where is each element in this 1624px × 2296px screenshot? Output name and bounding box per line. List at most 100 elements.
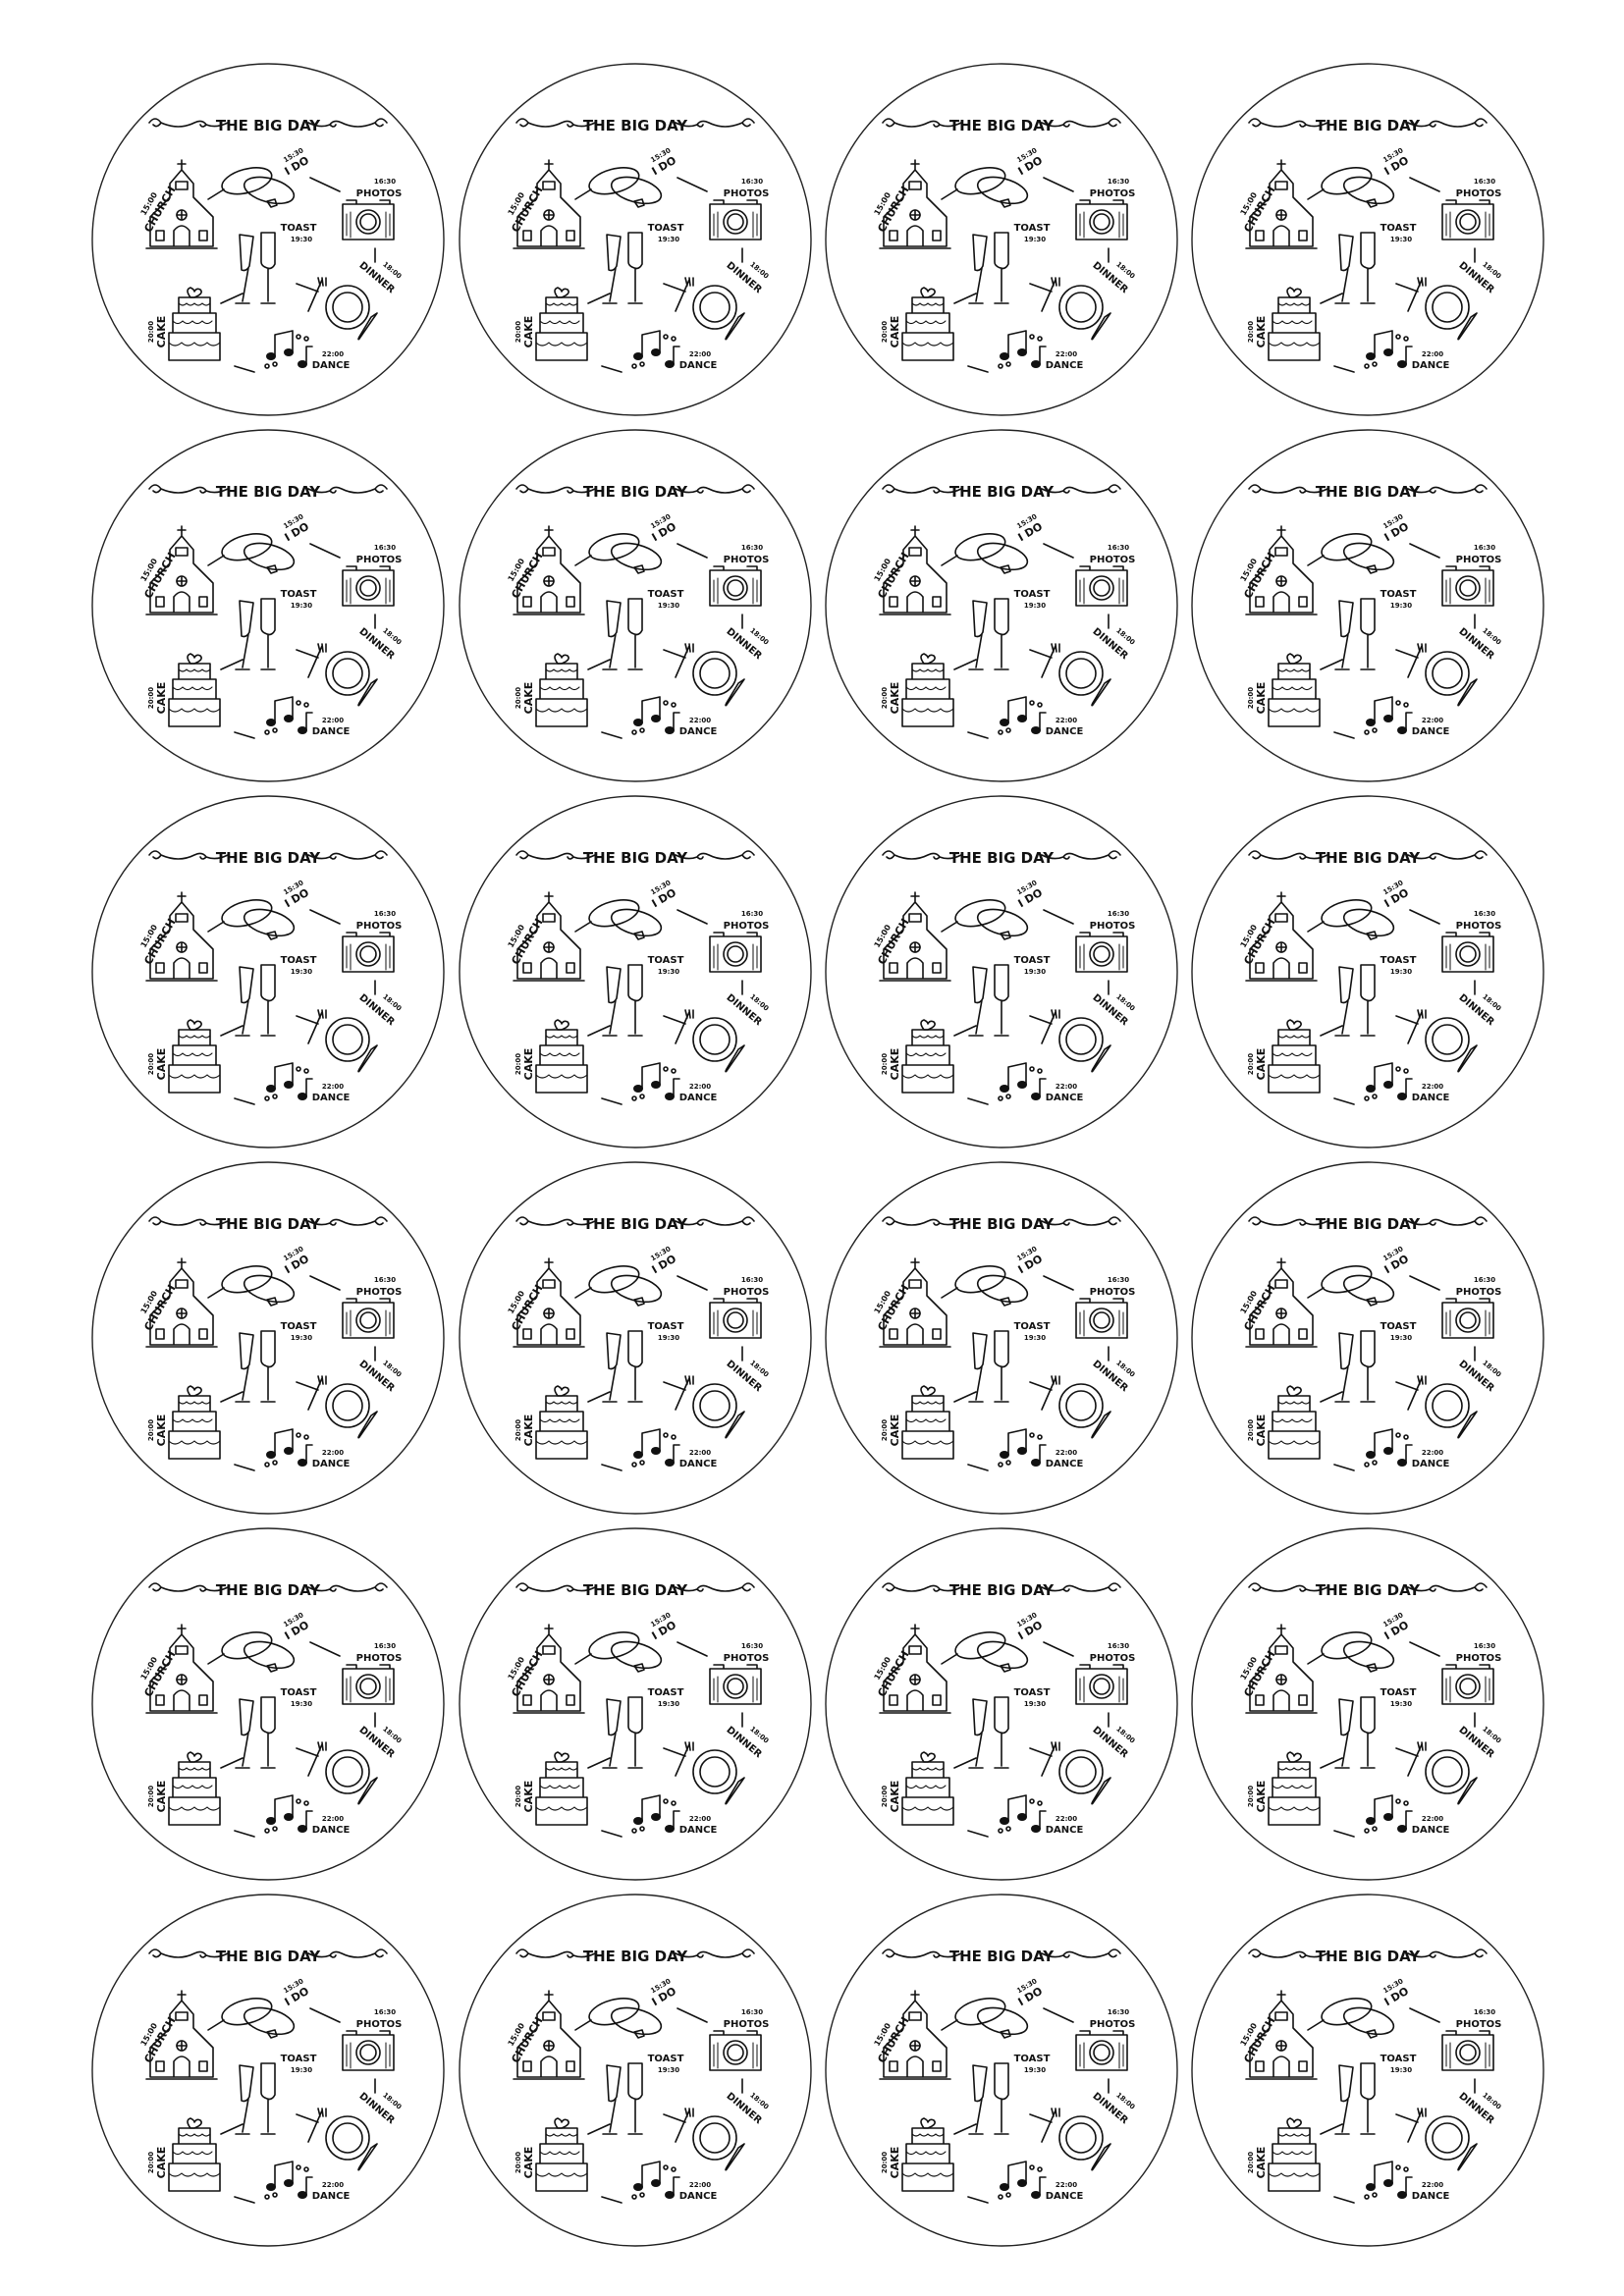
camera-icon [1441, 199, 1494, 240]
cake-label: CAKE [155, 2147, 168, 2179]
sticker-art: THE BIG DAY 15:00 CHURCH 15:30 I DO 16:3… [459, 1161, 812, 1515]
plate-cutlery-icon [675, 643, 745, 707]
sticker-art: THE BIG DAY 15:00 CHURCH 15:30 I DO 16:3… [91, 429, 445, 782]
sticker-art: THE BIG DAY 15:00 CHURCH 15:30 I DO 16:3… [91, 1894, 445, 2247]
path-connectors [941, 543, 1110, 739]
sticker-title: THE BIG DAY [949, 849, 1055, 867]
rings-icon [221, 533, 296, 574]
toast-time: 19:30 [1024, 968, 1046, 976]
plate-cutlery-icon [1041, 277, 1111, 341]
dance-time: 22:00 [1422, 1083, 1443, 1091]
toast-label: TOAST [1380, 589, 1417, 600]
camera-icon [342, 565, 395, 607]
path-connectors [207, 2007, 376, 2204]
sticker-title: THE BIG DAY [1316, 117, 1421, 134]
plate-cutlery-icon [675, 2108, 745, 2171]
toast-time: 19:30 [1390, 968, 1412, 976]
sticker-art: THE BIG DAY 15:00 CHURCH 15:30 I DO 16:3… [825, 63, 1178, 416]
toast-time: 19:30 [1024, 236, 1046, 243]
toast-label: TOAST [1380, 1321, 1417, 1332]
dance-time: 22:00 [322, 1449, 344, 1457]
photos-time: 16:30 [1108, 544, 1129, 552]
dance-label: DANCE [679, 1093, 718, 1103]
path-connectors [941, 1275, 1110, 1471]
music-notes-icon [631, 2161, 680, 2200]
church-icon [1245, 159, 1318, 249]
photos-time: 16:30 [1474, 2008, 1495, 2016]
swirl-left-icon [515, 1949, 596, 1958]
toast-label: TOAST [281, 955, 317, 966]
cake-time: 20:00 [147, 1786, 155, 1807]
photos-time: 16:30 [1474, 1642, 1495, 1650]
swirl-left-icon [882, 1216, 962, 1226]
sticker-title: THE BIG DAY [949, 1215, 1055, 1233]
photos-label: PHOTOS [356, 188, 403, 199]
sticker-r2-c3: THE BIG DAY 15:00 CHURCH 15:30 I DO 16:3… [824, 428, 1179, 783]
toast-label: TOAST [1014, 589, 1051, 600]
swirl-right-icon [307, 118, 388, 128]
music-notes-icon [998, 1794, 1047, 1834]
plate-cutlery-icon [1407, 1741, 1478, 1805]
plate-cutlery-icon [1407, 643, 1478, 707]
church-icon [513, 1624, 585, 1714]
photos-label: PHOTOS [1090, 1653, 1136, 1664]
toast-label: TOAST [648, 223, 684, 234]
wedding-cake-icon [901, 287, 954, 361]
sticker-title: THE BIG DAY [583, 483, 688, 501]
music-notes-icon [264, 1062, 313, 1101]
photos-label: PHOTOS [724, 1653, 770, 1664]
plate-cutlery-icon [1041, 643, 1111, 707]
sticker-title: THE BIG DAY [216, 1581, 321, 1599]
champagne-glasses-icon [235, 1330, 276, 1403]
wedding-cake-icon [1268, 653, 1321, 727]
church-icon [513, 1990, 585, 2080]
toast-time: 19:30 [1390, 236, 1412, 243]
champagne-glasses-icon [602, 964, 643, 1037]
swirl-right-icon [307, 1216, 388, 1226]
wedding-cake-icon [1268, 287, 1321, 361]
path-connectors [207, 1641, 376, 1838]
dance-label: DANCE [1412, 1459, 1450, 1469]
toast-label: TOAST [648, 955, 684, 966]
photos-time: 16:30 [741, 910, 763, 918]
church-icon [145, 1990, 218, 2080]
photos-time: 16:30 [374, 910, 396, 918]
wedding-cake-icon [901, 653, 954, 727]
photos-time: 16:30 [741, 1276, 763, 1284]
church-icon [1245, 1990, 1318, 2080]
photos-label: PHOTOS [1090, 2019, 1136, 2030]
plate-cutlery-icon [1041, 1375, 1111, 1439]
toast-time: 19:30 [658, 602, 679, 610]
sticker-r2-c4: THE BIG DAY 15:00 CHURCH 15:30 I DO 16:3… [1190, 428, 1545, 783]
wedding-cake-icon [901, 1751, 954, 1826]
swirl-left-icon [515, 850, 596, 860]
camera-icon [1075, 1664, 1128, 1705]
church-icon [879, 891, 951, 982]
sticker-r5-c1: THE BIG DAY 15:00 CHURCH 15:30 I DO 16:3… [90, 1526, 446, 1882]
dance-label: DANCE [1412, 2191, 1450, 2202]
camera-icon [1441, 932, 1494, 973]
dance-label: DANCE [679, 1825, 718, 1836]
photos-time: 16:30 [374, 1276, 396, 1284]
church-icon [879, 1990, 951, 2080]
toast-time: 19:30 [1024, 602, 1046, 610]
path-connectors [574, 2007, 743, 2204]
champagne-glasses-icon [968, 232, 1009, 304]
path-connectors [941, 2007, 1110, 2204]
photos-label: PHOTOS [1456, 921, 1502, 932]
dance-time: 22:00 [1056, 1815, 1077, 1823]
champagne-glasses-icon [602, 598, 643, 670]
champagne-glasses-icon [235, 1696, 276, 1769]
swirl-left-icon [882, 850, 962, 860]
swirl-left-icon [1248, 118, 1328, 128]
sticker-r3-c4: THE BIG DAY 15:00 CHURCH 15:30 I DO 16:3… [1190, 794, 1545, 1149]
photos-label: PHOTOS [724, 188, 770, 199]
dance-label: DANCE [679, 726, 718, 737]
cake-time: 20:00 [514, 1786, 522, 1807]
toast-label: TOAST [648, 1321, 684, 1332]
cake-time: 20:00 [1247, 1786, 1255, 1807]
sticker-art: THE BIG DAY 15:00 CHURCH 15:30 I DO 16:3… [825, 1527, 1178, 1881]
sticker-art: THE BIG DAY 15:00 CHURCH 15:30 I DO 16:3… [459, 795, 812, 1148]
toast-time: 19:30 [658, 236, 679, 243]
sticker-title: THE BIG DAY [949, 483, 1055, 501]
